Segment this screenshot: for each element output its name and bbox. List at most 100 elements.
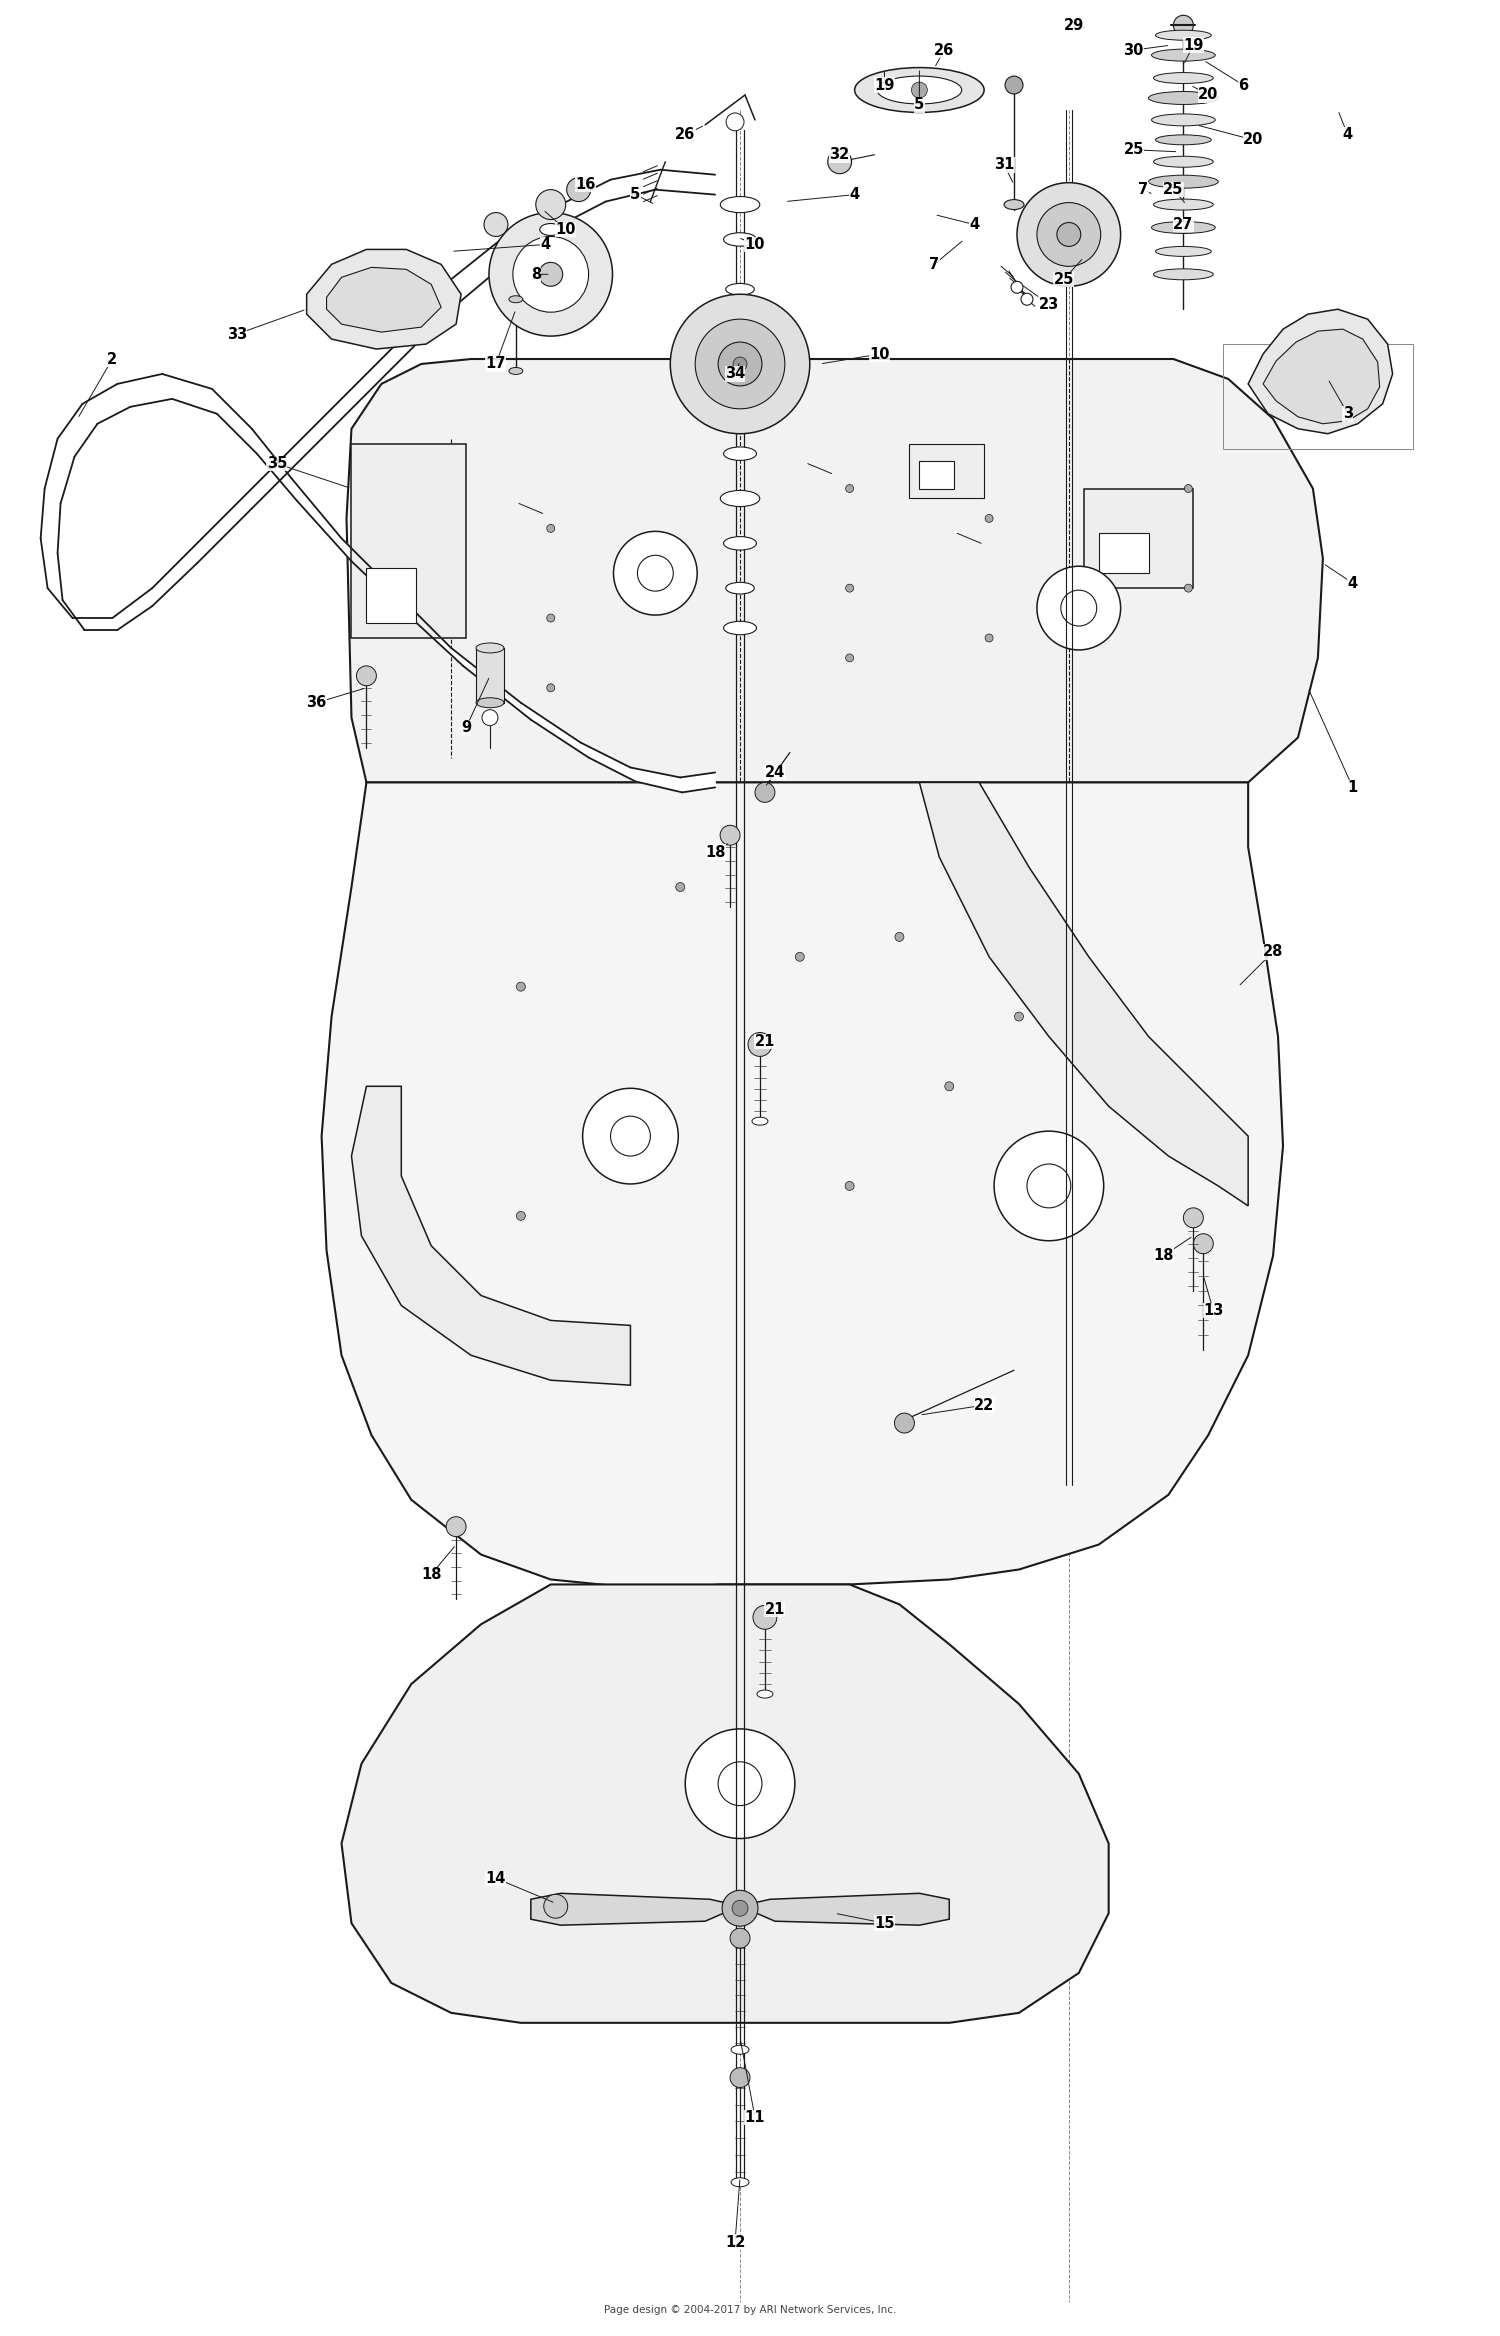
Polygon shape	[306, 250, 460, 348]
Text: 21: 21	[754, 1035, 776, 1049]
Text: 10: 10	[870, 346, 889, 362]
Ellipse shape	[509, 367, 524, 374]
Ellipse shape	[1154, 72, 1214, 84]
Ellipse shape	[540, 224, 561, 236]
Text: 2: 2	[108, 350, 117, 367]
Circle shape	[567, 178, 591, 201]
Circle shape	[548, 614, 555, 621]
Ellipse shape	[1152, 49, 1215, 61]
Text: 10: 10	[555, 222, 576, 236]
Text: 22: 22	[974, 1397, 994, 1413]
Circle shape	[846, 484, 853, 493]
Circle shape	[846, 584, 853, 591]
Text: 30: 30	[1124, 42, 1144, 58]
Ellipse shape	[1149, 91, 1218, 105]
Ellipse shape	[730, 2177, 748, 2186]
Circle shape	[544, 1894, 567, 1918]
Circle shape	[795, 953, 804, 962]
Text: 20: 20	[1244, 133, 1263, 147]
Circle shape	[986, 514, 993, 523]
Bar	[909, 444, 984, 498]
Ellipse shape	[728, 404, 753, 413]
Circle shape	[912, 82, 927, 98]
Circle shape	[638, 556, 674, 591]
Circle shape	[516, 981, 525, 990]
Circle shape	[1194, 1233, 1214, 1254]
Polygon shape	[351, 1086, 630, 1385]
Bar	[1084, 488, 1194, 589]
Ellipse shape	[1155, 30, 1212, 40]
Ellipse shape	[1154, 199, 1214, 210]
Circle shape	[894, 1413, 915, 1432]
Text: 14: 14	[486, 1871, 506, 1885]
Bar	[366, 568, 416, 624]
Text: 34: 34	[724, 367, 746, 381]
Text: 28: 28	[1263, 944, 1282, 960]
Circle shape	[676, 883, 684, 892]
Text: 27: 27	[1173, 217, 1194, 231]
Ellipse shape	[723, 537, 756, 549]
Ellipse shape	[1154, 157, 1214, 168]
Polygon shape	[920, 783, 1248, 1205]
Circle shape	[754, 783, 776, 801]
Polygon shape	[327, 266, 441, 332]
Text: 7: 7	[930, 257, 939, 271]
Circle shape	[670, 294, 810, 434]
Circle shape	[516, 1212, 525, 1219]
Circle shape	[513, 236, 588, 313]
Ellipse shape	[758, 1689, 772, 1698]
Ellipse shape	[509, 297, 524, 304]
Circle shape	[722, 1890, 758, 1927]
Ellipse shape	[1004, 199, 1025, 210]
Circle shape	[484, 213, 508, 236]
Polygon shape	[1248, 308, 1392, 434]
Circle shape	[720, 825, 740, 846]
Text: 32: 32	[830, 147, 850, 161]
Text: 4: 4	[969, 217, 980, 231]
Ellipse shape	[1155, 245, 1212, 257]
Circle shape	[482, 710, 498, 726]
Text: 10: 10	[744, 236, 765, 252]
Circle shape	[357, 666, 376, 687]
Ellipse shape	[723, 332, 756, 346]
Text: 4: 4	[1347, 575, 1358, 591]
Circle shape	[828, 150, 852, 173]
Ellipse shape	[878, 77, 962, 105]
Text: 7: 7	[1138, 182, 1149, 196]
Bar	[351, 444, 466, 638]
Text: 24: 24	[765, 764, 784, 780]
Ellipse shape	[1152, 222, 1215, 234]
Text: 26: 26	[934, 42, 954, 58]
Text: 33: 33	[226, 327, 248, 341]
Circle shape	[536, 189, 566, 220]
Circle shape	[718, 341, 762, 385]
Circle shape	[1185, 484, 1192, 493]
Circle shape	[1005, 77, 1023, 93]
Circle shape	[582, 1089, 678, 1184]
Text: 18: 18	[1154, 1247, 1173, 1264]
Circle shape	[1058, 222, 1082, 245]
Text: 20: 20	[1198, 86, 1218, 103]
Ellipse shape	[855, 68, 984, 112]
Ellipse shape	[723, 234, 756, 245]
Text: 19: 19	[1184, 37, 1203, 54]
Text: 25: 25	[1124, 142, 1144, 157]
Ellipse shape	[476, 642, 504, 654]
Circle shape	[1185, 584, 1192, 591]
Circle shape	[1036, 203, 1101, 266]
Text: 6: 6	[1238, 77, 1248, 93]
Circle shape	[446, 1516, 466, 1537]
Circle shape	[1017, 182, 1120, 287]
Text: 1: 1	[1347, 780, 1358, 794]
Circle shape	[986, 633, 993, 642]
Ellipse shape	[476, 698, 504, 708]
Circle shape	[1060, 591, 1096, 626]
Polygon shape	[1263, 329, 1380, 423]
Text: ARI: ARI	[537, 1030, 963, 1243]
Text: 5: 5	[914, 98, 924, 112]
Polygon shape	[40, 171, 715, 792]
Circle shape	[753, 1605, 777, 1628]
Bar	[1098, 533, 1149, 572]
Text: 29: 29	[1064, 19, 1084, 33]
Circle shape	[610, 1117, 651, 1156]
